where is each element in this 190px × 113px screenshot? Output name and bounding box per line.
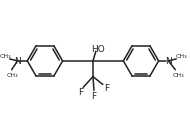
Text: F: F: [104, 83, 109, 92]
Text: CH₃: CH₃: [0, 53, 12, 58]
Text: F: F: [91, 91, 97, 100]
Text: HO: HO: [91, 44, 105, 53]
Text: CH₃: CH₃: [173, 72, 184, 77]
Text: N: N: [14, 57, 21, 66]
Text: F: F: [78, 87, 83, 96]
Text: CH₃: CH₃: [7, 72, 18, 77]
Text: CH₃: CH₃: [175, 53, 187, 58]
Text: N: N: [165, 57, 172, 66]
